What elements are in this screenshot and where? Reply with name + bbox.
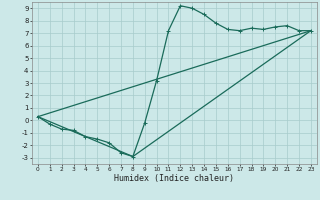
X-axis label: Humidex (Indice chaleur): Humidex (Indice chaleur)	[115, 174, 234, 183]
